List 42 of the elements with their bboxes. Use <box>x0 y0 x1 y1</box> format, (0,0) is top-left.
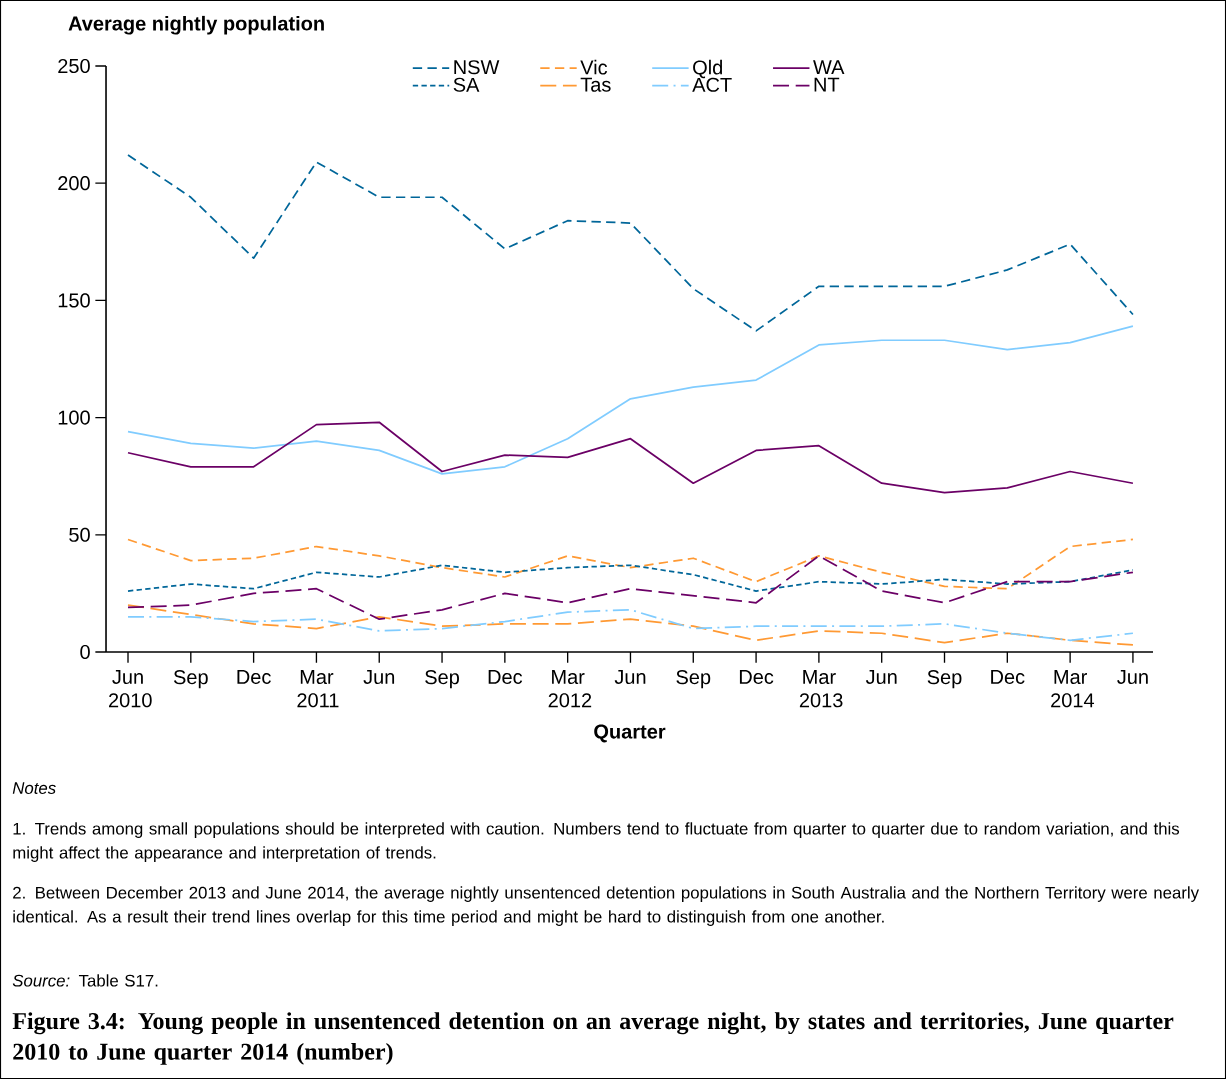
y-tick-label: 250 <box>58 58 90 74</box>
x-axis-title: Quarter <box>594 724 666 743</box>
legend-label: ACT <box>692 77 732 92</box>
legend-label: NSW <box>454 60 500 75</box>
legend-label: Vic <box>580 59 608 75</box>
y-axis-title: Average nightly population <box>68 15 324 35</box>
line-series <box>127 325 1134 475</box>
x-tick-label: Mar 2012 <box>548 670 592 708</box>
x-tick-label: Jun <box>363 670 395 684</box>
text: Figure 3.4: Young people in unsentenced detention on an average night, by states and territories, June quarter 2010 to June quarter 2014 (number) <box>12 1012 1174 1065</box>
x-tick-label: Sep <box>927 670 962 689</box>
y-tick-label: 150 <box>58 293 90 308</box>
text: Notes <box>12 782 56 794</box>
x-tick-label: Dec <box>991 670 1025 684</box>
x-tick-label: Jun 2010 <box>109 670 152 708</box>
x-tick-label: Mar 2014 <box>1051 670 1095 708</box>
x-tick-label: Sep <box>425 670 459 689</box>
x-tick-label: Sep <box>173 670 208 689</box>
x-tick-label: Sep <box>676 670 711 689</box>
y-tick-label: 50 <box>69 527 90 542</box>
line-series <box>127 538 1134 590</box>
legend-label: Qld <box>693 59 722 79</box>
legend-label: WA <box>813 60 845 74</box>
text: 2. Between December 2013 and June 2014, the average nightly unsentenced detention populations in South Australia and the Northern Territory were nearly identical. As a result their trend lines overlap for this time period and might be hard to distinguish from one another. <box>13 886 1200 926</box>
line-series <box>127 421 1134 494</box>
x-tick-label: Dec <box>739 670 774 684</box>
x-tick-label: Dec <box>237 670 271 684</box>
line-series <box>127 564 1134 592</box>
y-tick-label: 0 <box>80 644 90 660</box>
legend-label: SA <box>453 77 480 92</box>
text: Source: Table S17. <box>12 974 158 987</box>
x-tick-label: Mar 2011 <box>297 670 339 708</box>
x-tick-label: Jun <box>1117 670 1148 684</box>
text: 1. Trends among small populations should be interpreted with caution. Numbers tend to fluctuate from quarter to quarter due to random variation, and this might affect the appearance and interpretation of trends. <box>13 822 1180 862</box>
legend-label: NT <box>814 77 840 92</box>
y-tick-label: 100 <box>58 410 90 425</box>
x-tick-label: Jun <box>865 670 897 684</box>
legend-label: Tas <box>580 77 611 92</box>
x-tick-label: Mar 2013 <box>799 670 843 708</box>
x-tick-label: Dec <box>488 670 523 684</box>
x-tick-label: Jun <box>614 670 646 684</box>
y-tick-label: 200 <box>58 176 90 191</box>
